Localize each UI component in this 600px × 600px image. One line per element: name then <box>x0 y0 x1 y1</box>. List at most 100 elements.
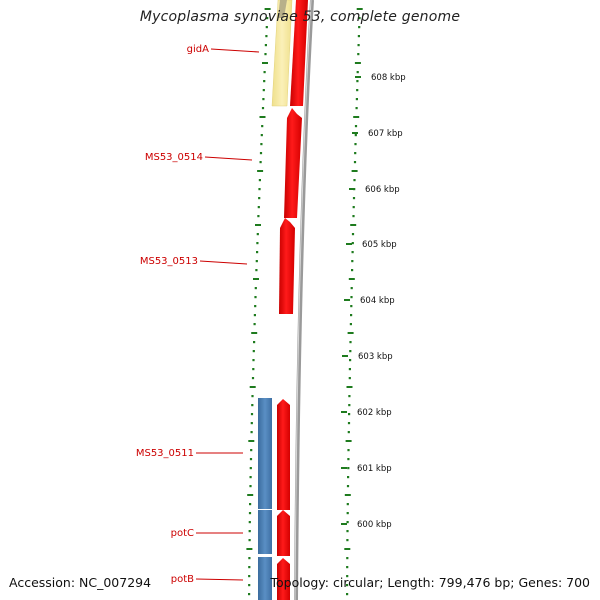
gc-inner-tick <box>253 278 259 280</box>
gc-outer-tick <box>346 539 349 542</box>
gene-forward-1[interactable] <box>290 0 308 106</box>
gene-labels: gidA MS53_0514 MS53_0513 MS53_0511 potC … <box>136 44 209 585</box>
gc-outer-tick <box>347 449 350 452</box>
genome-backbone <box>294 0 314 600</box>
gc-inner-tick <box>256 242 259 245</box>
scale-label-604kbp: 604 kbp <box>360 296 395 306</box>
gc-outer-tick <box>351 269 354 272</box>
gene-gidA-edge <box>278 0 287 18</box>
gc-inner-tick <box>255 224 261 226</box>
scale-label-608kbp: 608 kbp <box>371 73 406 83</box>
gc-outer-tick <box>349 359 352 362</box>
gc-inner-tick <box>248 539 251 542</box>
gc-outer-tick <box>357 35 360 38</box>
gc-outer-tick <box>346 566 349 569</box>
gc-outer-tick <box>346 557 349 560</box>
gc-outer-tick <box>352 197 356 200</box>
gc-inner-tick <box>248 566 251 569</box>
gc-inner-tick <box>251 395 254 398</box>
gc-inner-tick <box>249 485 252 488</box>
gc-outer-tick <box>356 89 359 92</box>
gc-outer-tick <box>357 53 360 56</box>
gc-outer-tick <box>352 215 355 218</box>
gc-outer-tick <box>356 80 359 83</box>
gc-inner-tick <box>249 458 253 461</box>
gc-inner-tick <box>250 449 253 452</box>
scale-ticks <box>341 76 361 525</box>
scale-tick <box>341 411 347 413</box>
gc-outer-tick <box>346 503 349 506</box>
gc-inner-tick <box>250 422 253 425</box>
gc-inner-tick <box>249 476 252 479</box>
gene-label-potC[interactable]: potC <box>171 528 194 539</box>
gc-outer-tick <box>358 17 361 20</box>
gene-label-leaders <box>195 48 260 581</box>
scale-label-600kbp: 600 kbp <box>357 520 392 530</box>
gc-inner-tick <box>248 575 251 578</box>
gene-forward-4[interactable] <box>277 399 290 510</box>
gc-outer-tick <box>348 278 355 280</box>
gc-outer-tick <box>356 71 359 74</box>
gc-outer-tick <box>354 134 357 137</box>
scale-tick <box>346 243 352 245</box>
gc-inner-tick <box>264 8 271 10</box>
gene-label-gidA[interactable]: gidA <box>187 44 209 55</box>
gc-inner-tick <box>259 152 263 155</box>
gc-outer-tick <box>351 260 354 263</box>
gc-outer-tick <box>346 386 353 388</box>
gc-inner-tick <box>254 305 257 308</box>
gc-outer-tick <box>350 296 353 299</box>
gene-label-MS53_0511[interactable]: MS53_0511 <box>136 448 194 459</box>
gc-inner-tick <box>264 53 267 56</box>
scale-label-606kbp: 606 kbp <box>365 185 400 195</box>
leader-MS53_0514 <box>204 156 253 161</box>
gc-inner-tick <box>258 197 261 200</box>
gc-outer-tick <box>355 107 358 110</box>
gc-inner-tick <box>251 377 255 380</box>
scale-tick <box>341 523 347 525</box>
gc-outer-tick <box>349 350 352 353</box>
gc-inner-tick <box>262 89 265 92</box>
gc-outer-tick <box>348 395 351 398</box>
gc-inner-tick <box>256 233 259 236</box>
gc-inner-tick <box>250 413 254 416</box>
gc-outer-tick <box>350 287 353 290</box>
scale-tick <box>349 188 355 190</box>
gc-content-track <box>246 8 363 596</box>
gc-inner-tick <box>248 557 251 560</box>
gc-inner-tick <box>257 215 260 218</box>
gc-inner-tick <box>262 98 265 101</box>
gene-potC-forward[interactable] <box>277 510 290 556</box>
gc-outer-tick <box>350 224 357 226</box>
gc-inner-tick <box>254 296 257 299</box>
gc-inner-tick <box>256 251 259 254</box>
gc-outer-tick <box>347 458 350 461</box>
gc-inner-tick <box>254 287 257 290</box>
gene-MS53_0511[interactable] <box>258 398 272 509</box>
gc-inner-tick <box>261 125 264 128</box>
gc-outer-tick <box>346 485 350 488</box>
gc-outer-tick <box>356 8 363 10</box>
gc-outer-tick <box>357 44 360 47</box>
gc-outer-tick <box>351 170 358 172</box>
gene-potB[interactable] <box>258 557 272 600</box>
gene-MS53_0514[interactable] <box>284 108 302 218</box>
gene-potC[interactable] <box>258 510 272 554</box>
scale-tick <box>342 355 348 357</box>
gene-gidA[interactable] <box>271 0 293 107</box>
gc-inner-tick <box>248 530 251 533</box>
gc-outer-tick <box>346 584 349 587</box>
gene-label-potB[interactable]: potB <box>171 574 194 585</box>
gene-label-MS53_0514[interactable]: MS53_0514 <box>145 152 203 163</box>
gc-outer-tick <box>352 206 355 209</box>
scale-label-603kbp: 603 kbp <box>358 352 393 362</box>
gc-inner-tick <box>263 80 266 83</box>
gene-potB-forward[interactable] <box>277 558 290 600</box>
leader-potB <box>195 578 244 581</box>
gc-inner-tick <box>263 71 266 74</box>
gene-label-MS53_0513[interactable]: MS53_0513 <box>140 256 198 267</box>
gc-outer-tick <box>346 593 349 596</box>
gc-outer-tick <box>346 521 349 524</box>
gene-MS53_0513[interactable] <box>279 218 295 314</box>
